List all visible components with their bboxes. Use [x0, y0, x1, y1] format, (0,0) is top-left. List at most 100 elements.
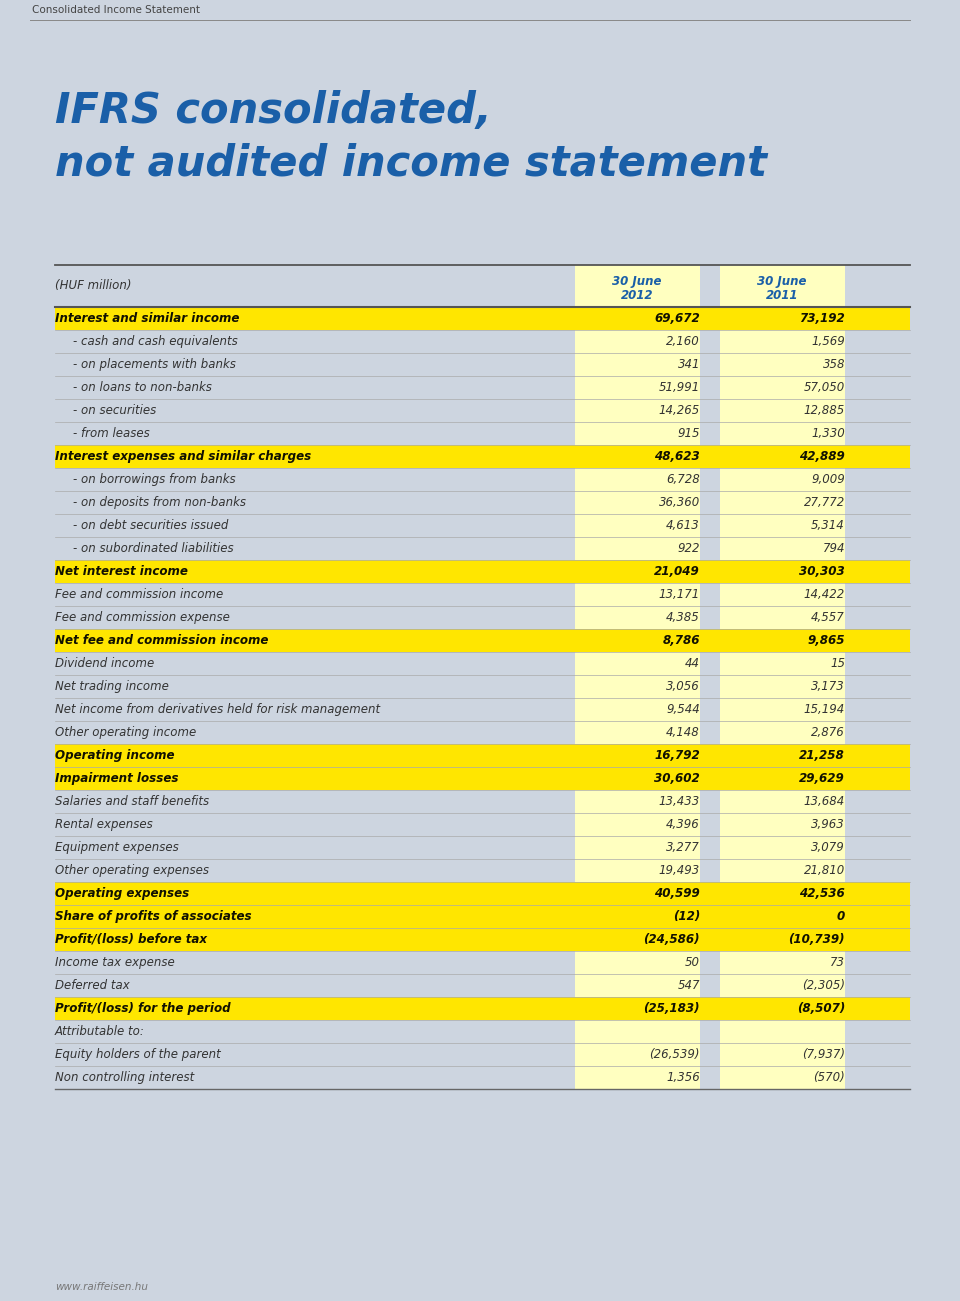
- Bar: [55, 905, 910, 928]
- Text: (12): (12): [673, 909, 700, 922]
- Text: (26,539): (26,539): [650, 1049, 700, 1062]
- Text: 794: 794: [823, 543, 845, 556]
- Bar: [55, 744, 910, 768]
- Text: 51,991: 51,991: [659, 381, 700, 394]
- Bar: [720, 376, 845, 399]
- Bar: [575, 583, 700, 606]
- Text: 2012: 2012: [621, 289, 653, 302]
- Bar: [575, 652, 700, 675]
- Text: 3,277: 3,277: [666, 840, 700, 853]
- Text: Operating income: Operating income: [55, 749, 175, 762]
- Text: Deferred tax: Deferred tax: [55, 978, 130, 991]
- Text: - on securities: - on securities: [73, 405, 156, 418]
- Bar: [55, 882, 910, 905]
- Text: 14,265: 14,265: [659, 405, 700, 418]
- Bar: [55, 628, 910, 652]
- Text: 57,050: 57,050: [804, 381, 845, 394]
- Bar: [575, 330, 700, 353]
- Text: Profit/(loss) before tax: Profit/(loss) before tax: [55, 933, 207, 946]
- Text: Impairment losses: Impairment losses: [55, 771, 179, 785]
- Text: 3,056: 3,056: [666, 680, 700, 693]
- Text: 27,772: 27,772: [804, 496, 845, 509]
- Bar: [720, 583, 845, 606]
- Text: 50: 50: [685, 956, 700, 969]
- Bar: [575, 353, 700, 376]
- Text: Profit/(loss) for the period: Profit/(loss) for the period: [55, 1002, 230, 1015]
- Bar: [720, 1066, 845, 1089]
- Bar: [720, 974, 845, 997]
- Bar: [55, 559, 910, 583]
- Text: 21,810: 21,810: [804, 864, 845, 877]
- Bar: [720, 675, 845, 699]
- Text: 29,629: 29,629: [800, 771, 845, 785]
- Text: 9,009: 9,009: [811, 474, 845, 487]
- Text: 4,385: 4,385: [666, 611, 700, 624]
- Text: - on placements with banks: - on placements with banks: [73, 358, 236, 371]
- Bar: [55, 928, 910, 951]
- Text: www.raiffeisen.hu: www.raiffeisen.hu: [55, 1281, 148, 1292]
- Bar: [575, 1020, 700, 1043]
- Text: - on deposits from non-banks: - on deposits from non-banks: [73, 496, 246, 509]
- Bar: [575, 837, 700, 859]
- Text: 14,422: 14,422: [804, 588, 845, 601]
- Text: IFRS consolidated,: IFRS consolidated,: [55, 90, 492, 131]
- Text: Net fee and commission income: Net fee and commission income: [55, 634, 269, 647]
- Text: 3,963: 3,963: [811, 818, 845, 831]
- Text: 0: 0: [837, 909, 845, 922]
- Text: 12,885: 12,885: [804, 405, 845, 418]
- Bar: [575, 265, 700, 307]
- Text: Share of profits of associates: Share of profits of associates: [55, 909, 252, 922]
- Text: 30 June: 30 June: [612, 275, 661, 288]
- Text: Fee and commission income: Fee and commission income: [55, 588, 224, 601]
- Text: 73,192: 73,192: [800, 312, 845, 325]
- Bar: [720, 699, 845, 721]
- Text: 3,079: 3,079: [811, 840, 845, 853]
- Text: - on borrowings from banks: - on borrowings from banks: [73, 474, 235, 487]
- Text: Fee and commission expense: Fee and commission expense: [55, 611, 229, 624]
- Text: 4,396: 4,396: [666, 818, 700, 831]
- Text: 21,049: 21,049: [655, 565, 700, 578]
- Text: Interest expenses and similar charges: Interest expenses and similar charges: [55, 450, 311, 463]
- Text: (HUF million): (HUF million): [55, 280, 132, 293]
- Text: 547: 547: [678, 978, 700, 991]
- Bar: [720, 1043, 845, 1066]
- Bar: [575, 1043, 700, 1066]
- Text: 341: 341: [678, 358, 700, 371]
- Bar: [575, 813, 700, 837]
- Text: 15,194: 15,194: [804, 703, 845, 716]
- Bar: [720, 330, 845, 353]
- Bar: [720, 606, 845, 628]
- Text: 1,356: 1,356: [666, 1071, 700, 1084]
- Text: 42,536: 42,536: [800, 887, 845, 900]
- Bar: [720, 537, 845, 559]
- Text: 13,171: 13,171: [659, 588, 700, 601]
- Text: 9,544: 9,544: [666, 703, 700, 716]
- Bar: [575, 490, 700, 514]
- Text: 6,728: 6,728: [666, 474, 700, 487]
- Bar: [55, 997, 910, 1020]
- Text: 1,330: 1,330: [811, 427, 845, 440]
- Text: Equity holders of the parent: Equity holders of the parent: [55, 1049, 221, 1062]
- Bar: [575, 422, 700, 445]
- Text: 16,792: 16,792: [655, 749, 700, 762]
- Text: Consolidated Income Statement: Consolidated Income Statement: [32, 5, 200, 16]
- Text: Operating expenses: Operating expenses: [55, 887, 189, 900]
- Text: 40,599: 40,599: [655, 887, 700, 900]
- Bar: [720, 422, 845, 445]
- Text: Dividend income: Dividend income: [55, 657, 155, 670]
- Text: not audited income statement: not audited income statement: [55, 143, 767, 185]
- Text: - on subordinated liabilities: - on subordinated liabilities: [73, 543, 233, 556]
- Text: 19,493: 19,493: [659, 864, 700, 877]
- Text: 9,865: 9,865: [807, 634, 845, 647]
- Bar: [720, 468, 845, 490]
- Text: 15: 15: [830, 657, 845, 670]
- Text: 1,569: 1,569: [811, 334, 845, 347]
- Text: 3,173: 3,173: [811, 680, 845, 693]
- Bar: [720, 951, 845, 974]
- Bar: [575, 537, 700, 559]
- Bar: [575, 1066, 700, 1089]
- Bar: [575, 859, 700, 882]
- Text: 36,360: 36,360: [659, 496, 700, 509]
- Text: 69,672: 69,672: [655, 312, 700, 325]
- Text: - on loans to non-banks: - on loans to non-banks: [73, 381, 212, 394]
